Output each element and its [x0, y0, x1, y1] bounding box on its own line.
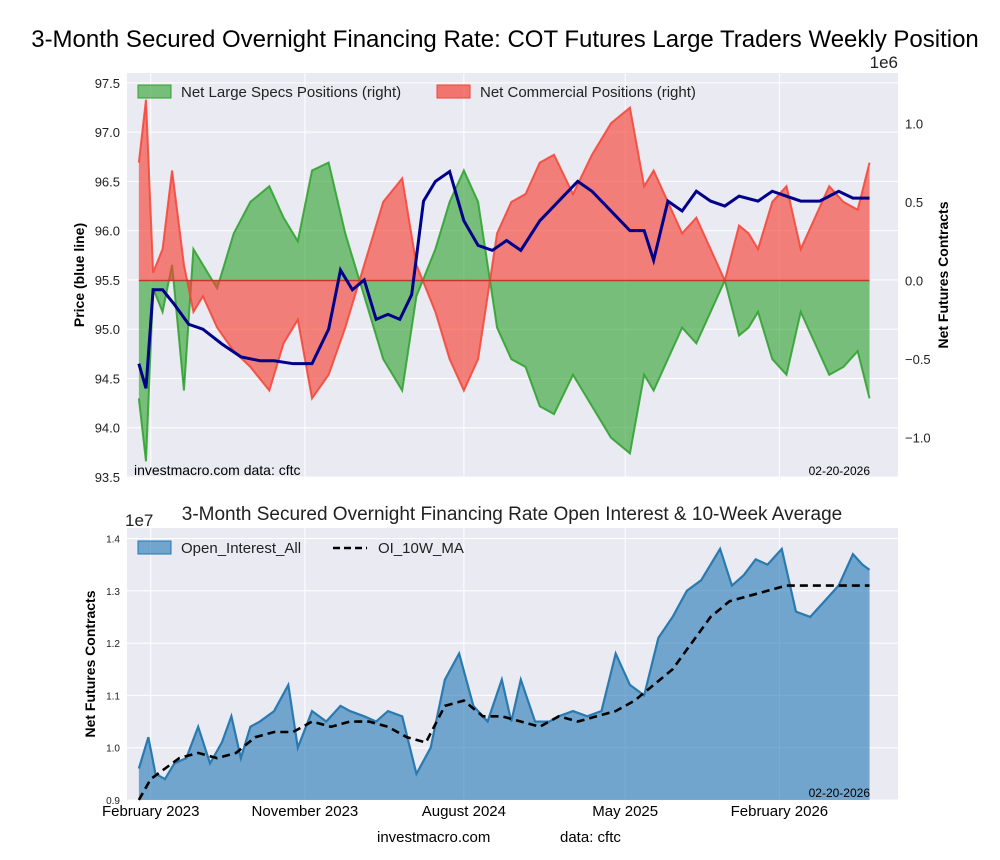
chart1-watermark: investmacro.com data: cftc [134, 462, 301, 478]
chart2-y-tick-label: 1.0 [106, 744, 120, 755]
chart1-right-tick-label: 0.5 [905, 195, 923, 210]
footer-site: investmacro.com [377, 829, 490, 846]
chart2-ma-line [137, 584, 870, 801]
chart2-oi-area [138, 548, 870, 800]
chart1-date-label: 02-20-2026 [809, 464, 871, 478]
chart1-right-tick-label: −1.0 [905, 431, 931, 446]
chart2-x-tick-label: November 2023 [252, 803, 359, 820]
legend-label-specs: Net Large Specs Positions (right) [181, 84, 401, 101]
chart1-right-axis-label: Net Futures Contracts [935, 201, 951, 348]
chart1-left-tick-label: 94.5 [95, 371, 120, 386]
chart1-line-commercial [137, 99, 871, 401]
chart1-line-specs [137, 161, 871, 462]
chart1-left-tick-label: 97.0 [95, 125, 120, 140]
chart2-ma-path [137, 584, 870, 801]
chart1-left-tick-label: 95.5 [95, 273, 120, 288]
legend-swatch-commercial [436, 84, 471, 99]
chart1-right-tick-label: −0.5 [905, 352, 931, 367]
chart2-y-tick-label: 1.1 [106, 691, 120, 702]
legend-swatch-oi [137, 540, 172, 555]
chart2-y-ticks: 0.9 1.0 1.1 1.2 1.3 1.4 [106, 534, 120, 807]
chart1-left-axis-label: Price (blue line) [71, 223, 87, 327]
chart2-x-tick-label: May 2025 [592, 803, 658, 820]
chart1-left-tick-label: 97.5 [95, 76, 120, 91]
chart1-legend: Net Large Specs Positions (right) Net Co… [137, 84, 696, 101]
chart1-left-tick-label: 96.0 [95, 224, 120, 239]
chart2-scale-label: 1e7 [125, 511, 153, 530]
chart1-right-tick-label: 1.0 [905, 116, 923, 131]
chart1-area-commercial [138, 99, 870, 399]
chart1-price-line [137, 169, 870, 389]
chart2-y-tick-label: 1.4 [106, 534, 120, 545]
chart2-areas [137, 546, 871, 800]
legend-label-commercial: Net Commercial Positions (right) [480, 84, 696, 101]
chart2-date-label: 02-20-2026 [809, 786, 871, 800]
chart2-x-tick-label: February 2026 [731, 803, 829, 820]
chart2-legend: Open_Interest_All OI_10W_MA [137, 540, 464, 557]
chart2-x-tick-label: August 2024 [422, 803, 506, 820]
chart1-right-tick-label: 0.0 [905, 274, 923, 289]
legend-label-oi: Open_Interest_All [181, 540, 301, 557]
chart1-title: 3-Month Secured Overnight Financing Rate… [31, 26, 979, 53]
chart1-areas [137, 99, 871, 462]
chart2-y-tick-label: 1.2 [106, 639, 120, 650]
chart1-right-scale-label: 1e6 [870, 53, 898, 72]
chart1-left-tick-label: 95.0 [95, 322, 120, 337]
chart2-x-ticks: February 2023 November 2023 August 2024 May… [102, 803, 828, 820]
footer-source: data: cftc [560, 829, 621, 846]
chart1-left-tick-label: 96.5 [95, 174, 120, 189]
chart2-oi-line [137, 546, 871, 781]
legend-swatch-specs [137, 84, 172, 99]
chart2-y-axis-label: Net Futures Contracts [82, 590, 98, 737]
chart2-x-tick-label: February 2023 [102, 803, 200, 820]
chart2-y-tick-label: 1.3 [106, 587, 120, 598]
chart1-left-tick-label: 94.0 [95, 421, 120, 436]
chart2-title: 3-Month Secured Overnight Financing Rate… [182, 504, 842, 525]
chart1-right-ticks: −1.0 −0.5 0.0 0.5 1.0 [905, 116, 931, 445]
chart1-area-specs [138, 162, 870, 462]
chart2-y-tick-label: 0.9 [106, 796, 120, 807]
chart1-left-tick-label: 93.5 [95, 470, 120, 485]
legend-label-ma: OI_10W_MA [378, 540, 464, 557]
chart1-price-path [137, 169, 870, 389]
chart1-left-ticks: 93.5 94.0 94.5 95.0 95.5 96.0 96.5 97.0 97.5 [95, 76, 120, 485]
